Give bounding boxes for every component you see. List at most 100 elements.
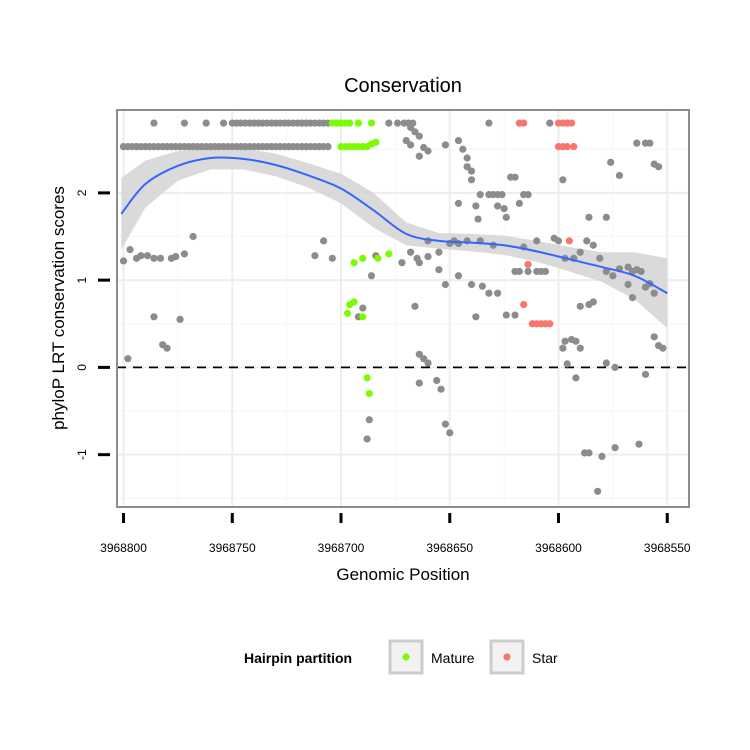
data-point-other	[424, 359, 432, 367]
data-point-other	[485, 119, 493, 127]
smooth-trend-line	[120, 156, 668, 295]
data-point-star	[567, 119, 576, 127]
y-axis: 2 1 0 -1	[75, 189, 110, 460]
data-point-other	[202, 119, 210, 127]
data-point-other	[441, 280, 450, 289]
data-point-other	[219, 119, 228, 127]
data-point-other	[454, 199, 463, 207]
data-point-other	[415, 259, 423, 267]
plot-panel	[117, 110, 689, 507]
data-point-other	[180, 119, 189, 127]
data-point-mature	[359, 313, 367, 321]
data-point-other	[563, 360, 571, 368]
data-point-other	[494, 202, 502, 210]
legend-title: Hairpin partition	[244, 650, 352, 666]
legend-entry-mature: Mature	[388, 639, 475, 675]
data-point-other	[611, 444, 619, 452]
data-point-other	[467, 167, 476, 175]
data-point-other	[596, 254, 604, 262]
x-tick-label: 3968750	[209, 541, 256, 555]
data-point-other	[474, 215, 482, 223]
data-point-other	[363, 435, 371, 443]
data-point-other	[494, 289, 502, 297]
data-point-other	[137, 252, 145, 260]
data-point-other	[119, 257, 128, 265]
data-point-other	[150, 119, 158, 127]
data-point-other	[485, 289, 493, 297]
legend: Hairpin partition Mature Star	[244, 639, 558, 675]
data-point-other	[467, 176, 476, 184]
data-point-mature	[346, 119, 354, 127]
data-point-other	[576, 302, 584, 310]
data-point-other	[467, 280, 476, 289]
data-point-other	[311, 252, 319, 260]
data-point-other	[524, 191, 532, 199]
data-point-other	[415, 152, 423, 160]
data-point-other	[163, 344, 171, 352]
data-point-other	[359, 304, 367, 312]
data-point-other	[411, 302, 419, 310]
x-tick-label: 3968700	[318, 541, 365, 555]
data-point-mature	[354, 119, 363, 127]
legend-dot-mature	[402, 653, 410, 661]
data-point-other	[609, 272, 617, 280]
data-point-other	[441, 141, 450, 149]
data-point-other	[420, 355, 428, 363]
data-point-other	[515, 199, 523, 207]
x-tick-label: 3968550	[644, 541, 691, 555]
data-point-other	[498, 191, 506, 199]
data-point-other	[583, 237, 591, 245]
data-point-other	[611, 363, 619, 371]
data-point-other	[367, 272, 376, 280]
data-point-mature	[363, 374, 371, 382]
legend-label-mature: Mature	[431, 650, 475, 666]
data-point-other	[476, 191, 484, 199]
data-point-other	[454, 272, 463, 280]
data-point-other	[435, 248, 443, 256]
x-tick-label: 3968800	[100, 541, 147, 555]
data-point-other	[502, 213, 510, 221]
data-point-other	[454, 239, 463, 248]
y-tick-label: 0	[75, 364, 89, 371]
chart-title: Conservation	[344, 75, 462, 97]
data-point-other	[615, 171, 624, 180]
data-point-other	[541, 267, 550, 276]
data-point-other	[633, 139, 641, 147]
data-point-other	[156, 254, 165, 262]
data-point-other	[659, 344, 667, 352]
data-point-other	[189, 232, 197, 241]
data-point-other	[524, 267, 532, 276]
data-point-other	[511, 311, 519, 319]
data-point-other	[546, 119, 554, 127]
data-point-other	[635, 440, 643, 448]
plot-panel-border	[116, 109, 690, 508]
data-point-other	[411, 128, 419, 136]
data-point-other	[602, 267, 610, 276]
data-point-other	[324, 143, 332, 151]
data-point-mature	[365, 389, 373, 398]
data-point-mature	[343, 309, 352, 317]
data-point-other	[176, 315, 184, 324]
data-point-star	[565, 237, 573, 245]
data-point-other	[598, 452, 606, 460]
data-point-mature	[359, 254, 367, 262]
data-point-other	[415, 379, 423, 387]
data-point-other	[585, 449, 593, 457]
data-point-other	[654, 163, 663, 171]
data-point-other	[650, 333, 658, 341]
data-point-other	[454, 136, 463, 145]
data-point-other	[424, 252, 432, 261]
data-point-other	[446, 429, 454, 437]
data-point-other	[589, 241, 597, 249]
data-point-other	[463, 154, 471, 162]
points-mature	[328, 119, 393, 398]
data-point-mature	[367, 119, 376, 127]
data-point-other	[511, 173, 519, 181]
data-point-other	[637, 267, 645, 276]
data-point-star	[524, 260, 532, 269]
y-axis-title: phyloP LRT conservation scores	[49, 186, 68, 430]
data-point-other	[365, 416, 373, 424]
data-point-other	[180, 250, 189, 258]
data-point-other	[585, 213, 593, 221]
